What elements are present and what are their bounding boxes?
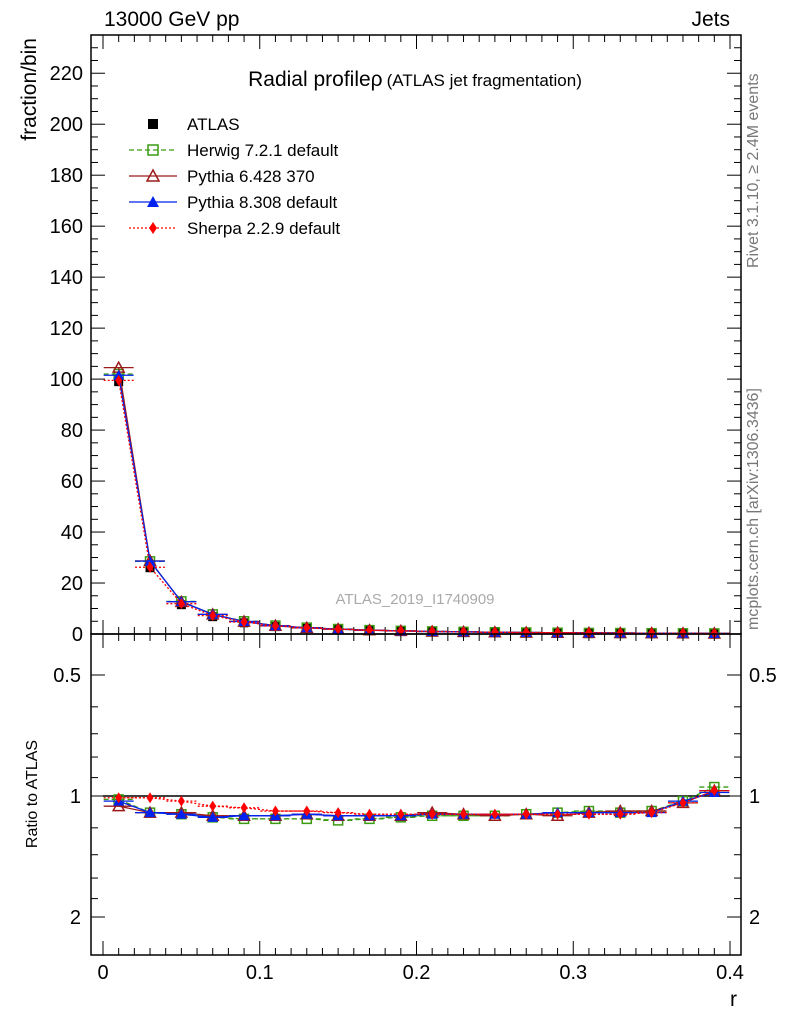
- data-point: [144, 555, 156, 566]
- ratio-xtick-label: 0.2: [403, 962, 431, 984]
- legend-entry: Sherpa 2.2.9 default: [129, 219, 340, 238]
- data-point: [554, 808, 562, 820]
- ratio-xtick-label: 0: [97, 962, 108, 984]
- data-point: [146, 792, 154, 804]
- legend-label: ATLAS: [187, 115, 240, 134]
- main-ytick-label: 160: [50, 216, 83, 238]
- data-point: [209, 800, 217, 812]
- data-point: [334, 623, 342, 635]
- ratio-xtick-label: 0.3: [559, 962, 587, 984]
- data-point: [115, 374, 123, 386]
- xaxis-label: r: [730, 988, 737, 1011]
- main-ytick-label: 180: [50, 165, 83, 187]
- data-point: [271, 620, 279, 632]
- legend-entry: Herwig 7.2.1 default: [129, 141, 338, 160]
- data-point: [238, 810, 250, 821]
- data-point: [679, 797, 687, 809]
- data-point: [113, 369, 125, 380]
- ratio-ytick-label-right: 2: [749, 907, 760, 929]
- legend-entry: Pythia 6.428 370: [129, 167, 315, 186]
- main-ylabel: fraction/bin: [18, 38, 41, 141]
- legend-marker: [145, 168, 161, 182]
- main-ytick-label: 220: [50, 63, 83, 85]
- data-point: [177, 598, 185, 610]
- main-ytick-label: 100: [50, 369, 83, 391]
- header-process-label: 13000 GeV pp: [104, 8, 240, 31]
- data-point: [115, 792, 123, 804]
- legend-label: Sherpa 2.2.9 default: [187, 219, 340, 238]
- data-point: [491, 808, 499, 820]
- main-ytick-label: 140: [50, 267, 83, 289]
- legend: ATLAS Herwig 7.2.1 default Pythia 6.428 37…: [129, 115, 340, 238]
- main-title: Radial profileρ (ATLAS jet fragmentation): [248, 68, 582, 91]
- data-point: [491, 626, 499, 638]
- data-point: [240, 616, 248, 628]
- data-point: [616, 808, 624, 820]
- legend-label: Pythia 6.428 370: [187, 167, 315, 186]
- data-point: [303, 622, 311, 634]
- main-ytick-label: 20: [61, 573, 83, 595]
- main-ytick-label: 40: [61, 522, 83, 544]
- ratio-frame: [90, 633, 742, 956]
- ratio-ytick-label-right: 1: [749, 786, 760, 808]
- main-ytick-label: 200: [50, 114, 83, 136]
- main-ytick-label: 60: [61, 471, 83, 493]
- data-point: [365, 624, 373, 636]
- data-point: [648, 807, 656, 819]
- analysis-watermark: ATLAS_2019_I1740909: [335, 591, 494, 608]
- ratio-series-0: [103, 781, 730, 826]
- data-point: [334, 807, 342, 819]
- data-point: [365, 808, 373, 820]
- main-ytick-label: 80: [61, 420, 83, 442]
- legend-entry: Pythia 8.308 default: [129, 193, 338, 212]
- ratio-xtick-label: 0.1: [246, 962, 274, 984]
- ratio-ylabel: Ratio to ATLAS: [24, 740, 41, 848]
- data-point: [175, 808, 187, 819]
- ratio-ytick-label-right: 0.5: [749, 665, 777, 687]
- data-point: [585, 627, 593, 639]
- header-observable-label: Jets: [691, 8, 730, 31]
- data-point: [616, 627, 624, 639]
- data-point: [240, 802, 248, 814]
- data-point: [146, 561, 154, 573]
- data-point: [554, 627, 562, 639]
- data-point: [428, 808, 436, 820]
- data-point: [397, 808, 405, 820]
- ratio-ytick-label: 2: [70, 907, 81, 929]
- series-line: [118, 380, 715, 635]
- data-point: [144, 807, 156, 818]
- data-point: [648, 627, 656, 639]
- ratio-ytick-label: 1: [70, 786, 81, 808]
- legend-label: Herwig 7.2.1 default: [187, 141, 338, 160]
- data-point: [303, 805, 311, 817]
- main-ytick-label: 0: [72, 624, 83, 646]
- legend-label: Pythia 8.308 default: [187, 193, 338, 212]
- ratio-ytick-label: 0.5: [53, 665, 81, 687]
- data-point: [585, 808, 593, 820]
- legend-marker: [148, 119, 158, 129]
- ratio-plot: 0.5 0.5 1 1 2 2 0 0.1 0.2 0.3 0.4 r Ratio to ATLAS: [24, 633, 777, 1011]
- data-point: [460, 808, 468, 820]
- data-point: [177, 795, 185, 807]
- legend-marker: [147, 144, 159, 156]
- data-point: [209, 610, 217, 622]
- data-point: [271, 805, 279, 817]
- legend-entry: ATLAS: [148, 115, 240, 134]
- data-point: [710, 785, 718, 797]
- data-point: [207, 811, 219, 822]
- main-ytick-label: 120: [50, 318, 83, 340]
- legend-marker: [147, 196, 159, 207]
- legend-marker: [149, 222, 157, 234]
- ratio-series-3: [103, 785, 730, 820]
- data-point: [111, 799, 126, 812]
- data-point: [522, 627, 530, 639]
- ratio-xtick-label: 0.4: [716, 962, 744, 984]
- data-point: [522, 808, 530, 820]
- main-plot: 0 20 40 60 80 100 120 140 160 180 200 220 fraction/b…: [18, 34, 742, 646]
